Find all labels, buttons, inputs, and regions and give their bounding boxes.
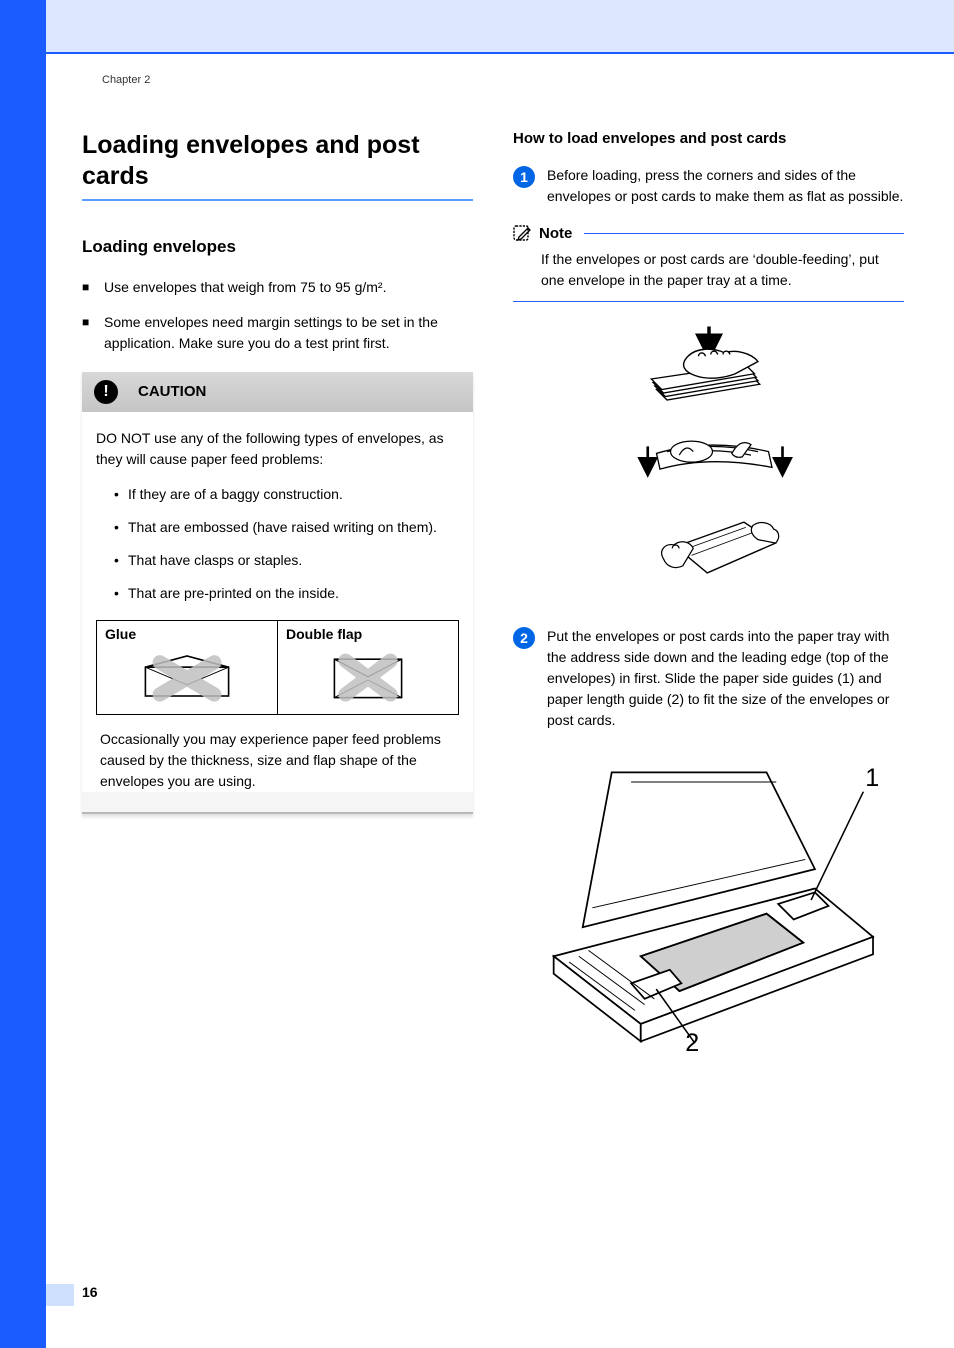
page-number-highlight: [46, 1284, 74, 1306]
caution-body: DO NOT use any of the following types of…: [82, 412, 473, 792]
exclamation-icon: !: [94, 380, 118, 404]
glue-label: Glue: [105, 626, 269, 642]
bullet-item: Use envelopes that weigh from 75 to 95 g…: [82, 277, 473, 298]
step-2: 2 Put the envelopes or post cards into t…: [513, 626, 904, 731]
press-envelopes-illustrations: [513, 320, 904, 600]
double-flap-envelope-icon: [286, 648, 450, 704]
guide-label-1: 1: [865, 764, 879, 792]
envelope-illustration-table: Glue: [96, 620, 459, 715]
section-title: Loading envelopes and post cards: [82, 130, 473, 193]
title-underline: [82, 199, 473, 201]
illustration-flex-card: [604, 502, 814, 600]
left-blue-sidebar: [0, 0, 46, 1348]
double-flap-cell: Double flap: [278, 620, 459, 714]
content-area: Chapter 2 Loading envelopes and post car…: [46, 54, 954, 1116]
glue-cell: Glue: [97, 620, 278, 714]
caution-bullet: That have clasps or staples.: [114, 550, 459, 571]
manual-page: 16 Chapter 2 Loading envelopes and post …: [0, 0, 954, 1348]
loading-envelopes-bullets: Use envelopes that weigh from 75 to 95 g…: [82, 277, 473, 354]
caution-after-table: Occasionally you may experience paper fe…: [96, 729, 459, 792]
illustration-press-top: [604, 320, 814, 410]
step-number-badge: 2: [513, 627, 535, 649]
note-body: If the envelopes or post cards are ‘doub…: [513, 249, 904, 302]
caution-intro: DO NOT use any of the following types of…: [96, 428, 459, 470]
caution-header: ! CAUTION: [82, 372, 473, 412]
bullet-item: Some envelopes need margin settings to b…: [82, 312, 473, 354]
note-top-rule: [584, 233, 904, 234]
caution-bullet: If they are of a baggy construction.: [114, 484, 459, 505]
left-column: Loading envelopes and post cards Loading…: [82, 130, 473, 1056]
note-label: Note: [539, 225, 572, 242]
chapter-label: Chapter 2: [102, 74, 904, 86]
subsection-loading-envelopes-title: Loading envelopes: [82, 237, 473, 257]
caution-label: CAUTION: [138, 383, 206, 400]
two-column-layout: Loading envelopes and post cards Loading…: [82, 130, 904, 1056]
double-flap-label: Double flap: [286, 626, 450, 642]
note-header: Note: [513, 223, 904, 243]
step-number-badge: 1: [513, 166, 535, 188]
caution-bullet: That are pre-printed on the inside.: [114, 583, 459, 604]
illustration-paper-tray: 1 2: [513, 753, 904, 1053]
caution-bullet: That are embossed (have raised writing o…: [114, 517, 459, 538]
right-column: How to load envelopes and post cards 1 B…: [513, 130, 904, 1056]
illustration-fan-sides: [604, 416, 814, 496]
note-block: Note If the envelopes or post cards are …: [513, 223, 904, 302]
top-light-band: [46, 0, 954, 54]
howto-title: How to load envelopes and post cards: [513, 130, 904, 147]
guide-label-2: 2: [685, 1029, 699, 1053]
caution-box: ! CAUTION DO NOT use any of the followin…: [82, 372, 473, 814]
step-2-text: Put the envelopes or post cards into the…: [547, 626, 904, 731]
step-1: 1 Before loading, press the corners and …: [513, 165, 904, 207]
step-1-text: Before loading, press the corners and si…: [547, 165, 904, 207]
page-number: 16: [82, 1284, 98, 1300]
caution-bullet-list: If they are of a baggy construction. Tha…: [96, 484, 459, 604]
glue-envelope-icon: [105, 648, 269, 704]
pencil-note-icon: [513, 223, 533, 243]
